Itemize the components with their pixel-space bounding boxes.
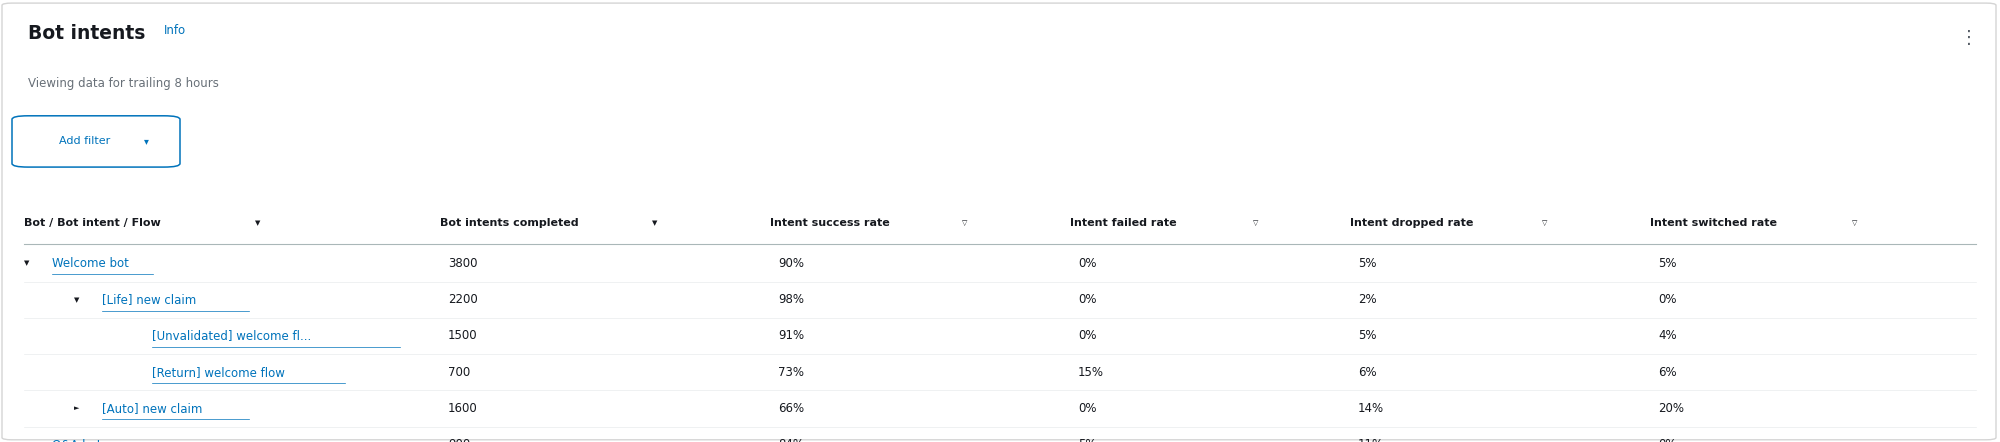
Text: 2%: 2% <box>1358 293 1376 306</box>
Text: 84%: 84% <box>778 438 804 442</box>
Text: 6%: 6% <box>1358 366 1376 379</box>
Text: [Return] welcome flow: [Return] welcome flow <box>152 366 284 379</box>
Text: 14%: 14% <box>1358 402 1384 415</box>
Text: ▼: ▼ <box>24 260 30 267</box>
Text: 11%: 11% <box>1358 438 1384 442</box>
Text: 0%: 0% <box>1078 257 1096 270</box>
Text: 900: 900 <box>448 438 470 442</box>
Text: ▽: ▽ <box>962 220 968 226</box>
Text: Info: Info <box>164 24 186 37</box>
Text: 73%: 73% <box>778 366 804 379</box>
Text: 5%: 5% <box>1358 329 1376 343</box>
Text: Intent success rate: Intent success rate <box>770 218 890 228</box>
Text: ▽: ▽ <box>1852 220 1858 226</box>
Text: 0%: 0% <box>1658 438 1676 442</box>
Text: 3800: 3800 <box>448 257 478 270</box>
Text: 5%: 5% <box>1078 438 1096 442</box>
Text: ▼: ▼ <box>254 220 260 226</box>
Text: 15%: 15% <box>1078 366 1104 379</box>
Text: Intent failed rate: Intent failed rate <box>1070 218 1176 228</box>
Text: 0%: 0% <box>1078 402 1096 415</box>
Text: ►: ► <box>74 405 80 412</box>
FancyBboxPatch shape <box>12 116 180 167</box>
Text: [Auto] new claim: [Auto] new claim <box>102 402 202 415</box>
Text: 2200: 2200 <box>448 293 478 306</box>
Text: 66%: 66% <box>778 402 804 415</box>
Text: Bot intents: Bot intents <box>28 24 146 43</box>
Text: 5%: 5% <box>1358 257 1376 270</box>
Text: 90%: 90% <box>778 257 804 270</box>
Text: ▼: ▼ <box>652 220 656 226</box>
Text: 1600: 1600 <box>448 402 478 415</box>
Text: 98%: 98% <box>778 293 804 306</box>
Text: [Unvalidated] welcome fl...: [Unvalidated] welcome fl... <box>152 329 312 343</box>
Text: 5%: 5% <box>1658 257 1676 270</box>
Text: 20%: 20% <box>1658 402 1684 415</box>
Text: ▽: ▽ <box>1252 220 1258 226</box>
Text: ⋮: ⋮ <box>1960 29 1978 47</box>
Text: 6%: 6% <box>1658 366 1676 379</box>
Text: Q&A bot: Q&A bot <box>52 438 102 442</box>
Text: Bot / Bot intent / Flow: Bot / Bot intent / Flow <box>24 218 160 228</box>
Text: ▾: ▾ <box>144 137 148 146</box>
Text: Welcome bot: Welcome bot <box>52 257 128 270</box>
Text: 4%: 4% <box>1658 329 1676 343</box>
Text: ▽: ▽ <box>1542 220 1548 226</box>
Text: Bot intents completed: Bot intents completed <box>440 218 578 228</box>
Text: Intent switched rate: Intent switched rate <box>1650 218 1778 228</box>
Text: Viewing data for trailing 8 hours: Viewing data for trailing 8 hours <box>28 77 218 90</box>
Text: 91%: 91% <box>778 329 804 343</box>
Text: 0%: 0% <box>1078 293 1096 306</box>
Text: 0%: 0% <box>1658 293 1676 306</box>
Text: 0%: 0% <box>1078 329 1096 343</box>
Text: 700: 700 <box>448 366 470 379</box>
Text: [Life] new claim: [Life] new claim <box>102 293 196 306</box>
Text: 1500: 1500 <box>448 329 478 343</box>
Text: Add filter: Add filter <box>60 137 110 146</box>
Text: ▼: ▼ <box>74 297 80 303</box>
Text: Intent dropped rate: Intent dropped rate <box>1350 218 1474 228</box>
